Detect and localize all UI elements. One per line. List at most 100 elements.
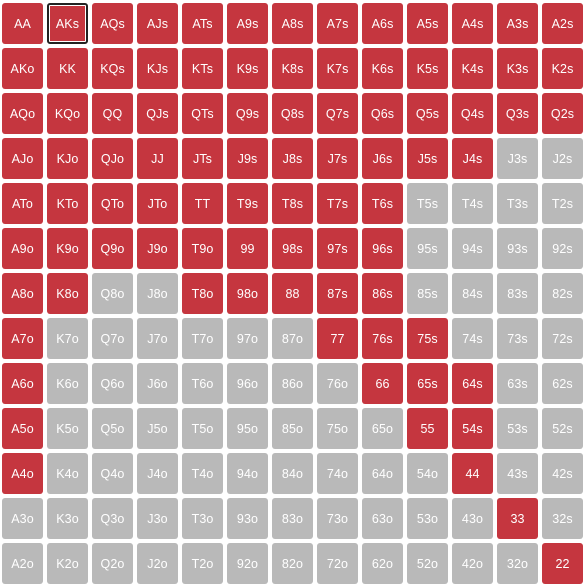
hand-cell-t9s[interactable]: T9s — [227, 183, 268, 224]
hand-cell-42o[interactable]: 42o — [452, 543, 493, 584]
hand-cell-kjo[interactable]: KJo — [47, 138, 88, 179]
hand-cell-83o[interactable]: 83o — [272, 498, 313, 539]
hand-cell-88[interactable]: 88 — [272, 273, 313, 314]
hand-cell-65o[interactable]: 65o — [362, 408, 403, 449]
hand-cell-a4s[interactable]: A4s — [452, 3, 493, 44]
hand-cell-a3o[interactable]: A3o — [2, 498, 43, 539]
hand-cell-93o[interactable]: 93o — [227, 498, 268, 539]
hand-cell-54o[interactable]: 54o — [407, 453, 448, 494]
hand-cell-99[interactable]: 99 — [227, 228, 268, 269]
hand-cell-a5o[interactable]: A5o — [2, 408, 43, 449]
hand-cell-k8o[interactable]: K8o — [47, 273, 88, 314]
hand-cell-q2o[interactable]: Q2o — [92, 543, 133, 584]
hand-cell-a8s[interactable]: A8s — [272, 3, 313, 44]
hand-cell-t2s[interactable]: T2s — [542, 183, 583, 224]
hand-cell-k4o[interactable]: K4o — [47, 453, 88, 494]
hand-cell-64s[interactable]: 64s — [452, 363, 493, 404]
hand-cell-76o[interactable]: 76o — [317, 363, 358, 404]
hand-cell-j6o[interactable]: J6o — [137, 363, 178, 404]
hand-cell-64o[interactable]: 64o — [362, 453, 403, 494]
hand-cell-62s[interactable]: 62s — [542, 363, 583, 404]
hand-cell-jj[interactable]: JJ — [137, 138, 178, 179]
hand-cell-76s[interactable]: 76s — [362, 318, 403, 359]
hand-cell-q7s[interactable]: Q7s — [317, 93, 358, 134]
hand-cell-t4s[interactable]: T4s — [452, 183, 493, 224]
hand-cell-k3s[interactable]: K3s — [497, 48, 538, 89]
hand-cell-a6s[interactable]: A6s — [362, 3, 403, 44]
hand-cell-q5o[interactable]: Q5o — [92, 408, 133, 449]
hand-cell-j9s[interactable]: J9s — [227, 138, 268, 179]
hand-cell-t9o[interactable]: T9o — [182, 228, 223, 269]
hand-cell-j7s[interactable]: J7s — [317, 138, 358, 179]
hand-cell-a7o[interactable]: A7o — [2, 318, 43, 359]
hand-cell-kto[interactable]: KTo — [47, 183, 88, 224]
hand-cell-k5o[interactable]: K5o — [47, 408, 88, 449]
hand-cell-82o[interactable]: 82o — [272, 543, 313, 584]
hand-cell-j2o[interactable]: J2o — [137, 543, 178, 584]
hand-cell-63o[interactable]: 63o — [362, 498, 403, 539]
hand-cell-j7o[interactable]: J7o — [137, 318, 178, 359]
hand-cell-qjs[interactable]: QJs — [137, 93, 178, 134]
hand-cell-q6o[interactable]: Q6o — [92, 363, 133, 404]
hand-cell-tt[interactable]: TT — [182, 183, 223, 224]
hand-cell-kqo[interactable]: KQo — [47, 93, 88, 134]
hand-cell-22[interactable]: 22 — [542, 543, 583, 584]
hand-cell-q3o[interactable]: Q3o — [92, 498, 133, 539]
hand-cell-q5s[interactable]: Q5s — [407, 93, 448, 134]
hand-cell-k6o[interactable]: K6o — [47, 363, 88, 404]
hand-cell-a2o[interactable]: A2o — [2, 543, 43, 584]
hand-cell-73s[interactable]: 73s — [497, 318, 538, 359]
hand-cell-aks[interactable]: AKs — [47, 3, 88, 44]
hand-cell-j4s[interactable]: J4s — [452, 138, 493, 179]
hand-cell-98o[interactable]: 98o — [227, 273, 268, 314]
hand-cell-q4o[interactable]: Q4o — [92, 453, 133, 494]
hand-cell-aqo[interactable]: AQo — [2, 93, 43, 134]
hand-cell-j3s[interactable]: J3s — [497, 138, 538, 179]
hand-cell-qjo[interactable]: QJo — [92, 138, 133, 179]
hand-cell-t5o[interactable]: T5o — [182, 408, 223, 449]
hand-cell-j6s[interactable]: J6s — [362, 138, 403, 179]
hand-cell-95o[interactable]: 95o — [227, 408, 268, 449]
hand-cell-t7o[interactable]: T7o — [182, 318, 223, 359]
hand-cell-t7s[interactable]: T7s — [317, 183, 358, 224]
hand-cell-k2o[interactable]: K2o — [47, 543, 88, 584]
hand-cell-t3s[interactable]: T3s — [497, 183, 538, 224]
hand-cell-84s[interactable]: 84s — [452, 273, 493, 314]
hand-cell-96s[interactable]: 96s — [362, 228, 403, 269]
hand-cell-83s[interactable]: 83s — [497, 273, 538, 314]
hand-cell-t8o[interactable]: T8o — [182, 273, 223, 314]
hand-cell-ajs[interactable]: AJs — [137, 3, 178, 44]
hand-cell-73o[interactable]: 73o — [317, 498, 358, 539]
hand-cell-a4o[interactable]: A4o — [2, 453, 43, 494]
hand-cell-84o[interactable]: 84o — [272, 453, 313, 494]
hand-cell-98s[interactable]: 98s — [272, 228, 313, 269]
hand-cell-55[interactable]: 55 — [407, 408, 448, 449]
hand-cell-jts[interactable]: JTs — [182, 138, 223, 179]
hand-cell-k9s[interactable]: K9s — [227, 48, 268, 89]
hand-cell-85s[interactable]: 85s — [407, 273, 448, 314]
hand-cell-97s[interactable]: 97s — [317, 228, 358, 269]
hand-cell-43o[interactable]: 43o — [452, 498, 493, 539]
hand-cell-52s[interactable]: 52s — [542, 408, 583, 449]
hand-cell-95s[interactable]: 95s — [407, 228, 448, 269]
hand-cell-75o[interactable]: 75o — [317, 408, 358, 449]
hand-cell-q7o[interactable]: Q7o — [92, 318, 133, 359]
hand-cell-q4s[interactable]: Q4s — [452, 93, 493, 134]
hand-cell-87o[interactable]: 87o — [272, 318, 313, 359]
hand-cell-a9s[interactable]: A9s — [227, 3, 268, 44]
hand-cell-72o[interactable]: 72o — [317, 543, 358, 584]
hand-cell-42s[interactable]: 42s — [542, 453, 583, 494]
hand-cell-j8o[interactable]: J8o — [137, 273, 178, 314]
hand-cell-q8o[interactable]: Q8o — [92, 273, 133, 314]
hand-cell-77[interactable]: 77 — [317, 318, 358, 359]
hand-cell-kts[interactable]: KTs — [182, 48, 223, 89]
hand-cell-aa[interactable]: AA — [2, 3, 43, 44]
hand-cell-63s[interactable]: 63s — [497, 363, 538, 404]
hand-cell-53o[interactable]: 53o — [407, 498, 448, 539]
hand-cell-ajo[interactable]: AJo — [2, 138, 43, 179]
hand-cell-qto[interactable]: QTo — [92, 183, 133, 224]
hand-cell-86o[interactable]: 86o — [272, 363, 313, 404]
hand-cell-a2s[interactable]: A2s — [542, 3, 583, 44]
hand-cell-32s[interactable]: 32s — [542, 498, 583, 539]
hand-cell-ats[interactable]: ATs — [182, 3, 223, 44]
